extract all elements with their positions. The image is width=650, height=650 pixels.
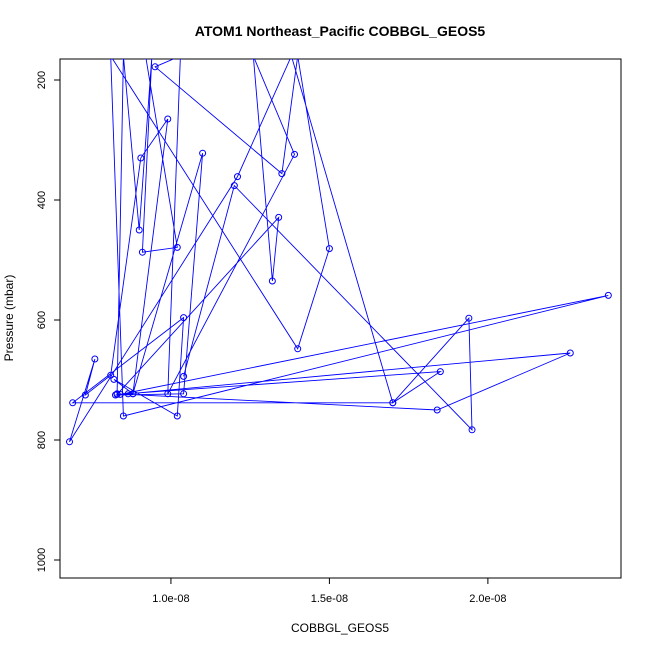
- data-point: [143, 59, 148, 60]
- data-point: [180, 372, 188, 380]
- data-point: [180, 390, 188, 398]
- data-point: [325, 245, 333, 253]
- data-point: [121, 59, 126, 60]
- data-point: [108, 59, 113, 60]
- data-point: [150, 59, 154, 60]
- data-point: [230, 182, 238, 190]
- series-line: [69, 59, 609, 443]
- data-point: [66, 438, 74, 446]
- data-point: [121, 59, 126, 60]
- data-point: [173, 243, 181, 251]
- data-point: [180, 314, 188, 322]
- data-point: [295, 59, 300, 60]
- data-point: [433, 406, 441, 414]
- chart-title: ATOM1 Northeast_Pacific COBBGL_GEOS5: [195, 23, 486, 39]
- data-point: [138, 248, 146, 256]
- y-tick-label: 600: [36, 311, 48, 329]
- data-point: [164, 390, 172, 398]
- series-layer: [66, 59, 612, 446]
- data-point: [81, 391, 89, 399]
- y-axis: 200 400 600 800 1000: [36, 71, 60, 572]
- data-point: [278, 170, 286, 178]
- plot-frame: [59, 58, 622, 579]
- data-point: [91, 355, 99, 363]
- data-point: [137, 154, 145, 162]
- data-point: [173, 412, 181, 420]
- data-point: [465, 314, 473, 322]
- y-tick-label: 800: [36, 431, 48, 449]
- data-point: [294, 345, 302, 353]
- data-point: [436, 368, 444, 376]
- data-point: [164, 115, 172, 123]
- data-point: [178, 59, 183, 60]
- data-point: [604, 291, 612, 299]
- y-tick-label: 400: [36, 191, 48, 209]
- y-axis-label: Pressure (mbar): [2, 275, 16, 362]
- data-point: [251, 59, 256, 60]
- data-point: [135, 226, 143, 234]
- data-point: [119, 412, 127, 420]
- x-axis-label: COBBGL_GEOS5: [291, 621, 389, 635]
- data-point: [268, 277, 276, 285]
- x-tick-label: 1.0e-08: [152, 593, 189, 605]
- data-point: [151, 63, 159, 71]
- data-point: [233, 173, 241, 181]
- data-point: [199, 149, 207, 157]
- data-point: [110, 375, 118, 383]
- y-tick-label: 1000: [36, 548, 48, 572]
- data-point: [468, 426, 476, 434]
- data-point: [113, 390, 121, 398]
- x-tick-label: 2.0e-08: [469, 593, 506, 605]
- data-point: [124, 390, 132, 398]
- data-point: [389, 399, 397, 407]
- data-point: [566, 349, 574, 357]
- data-point: [129, 390, 137, 398]
- x-tick-label: 1.5e-08: [311, 593, 348, 605]
- y-tick-label: 200: [36, 71, 48, 89]
- data-point: [291, 150, 299, 158]
- data-point: [289, 59, 294, 60]
- data-point: [116, 390, 124, 398]
- data-point: [69, 399, 77, 407]
- x-axis: 1.0e-08 1.5e-08 2.0e-08: [152, 578, 507, 605]
- data-point: [275, 213, 283, 221]
